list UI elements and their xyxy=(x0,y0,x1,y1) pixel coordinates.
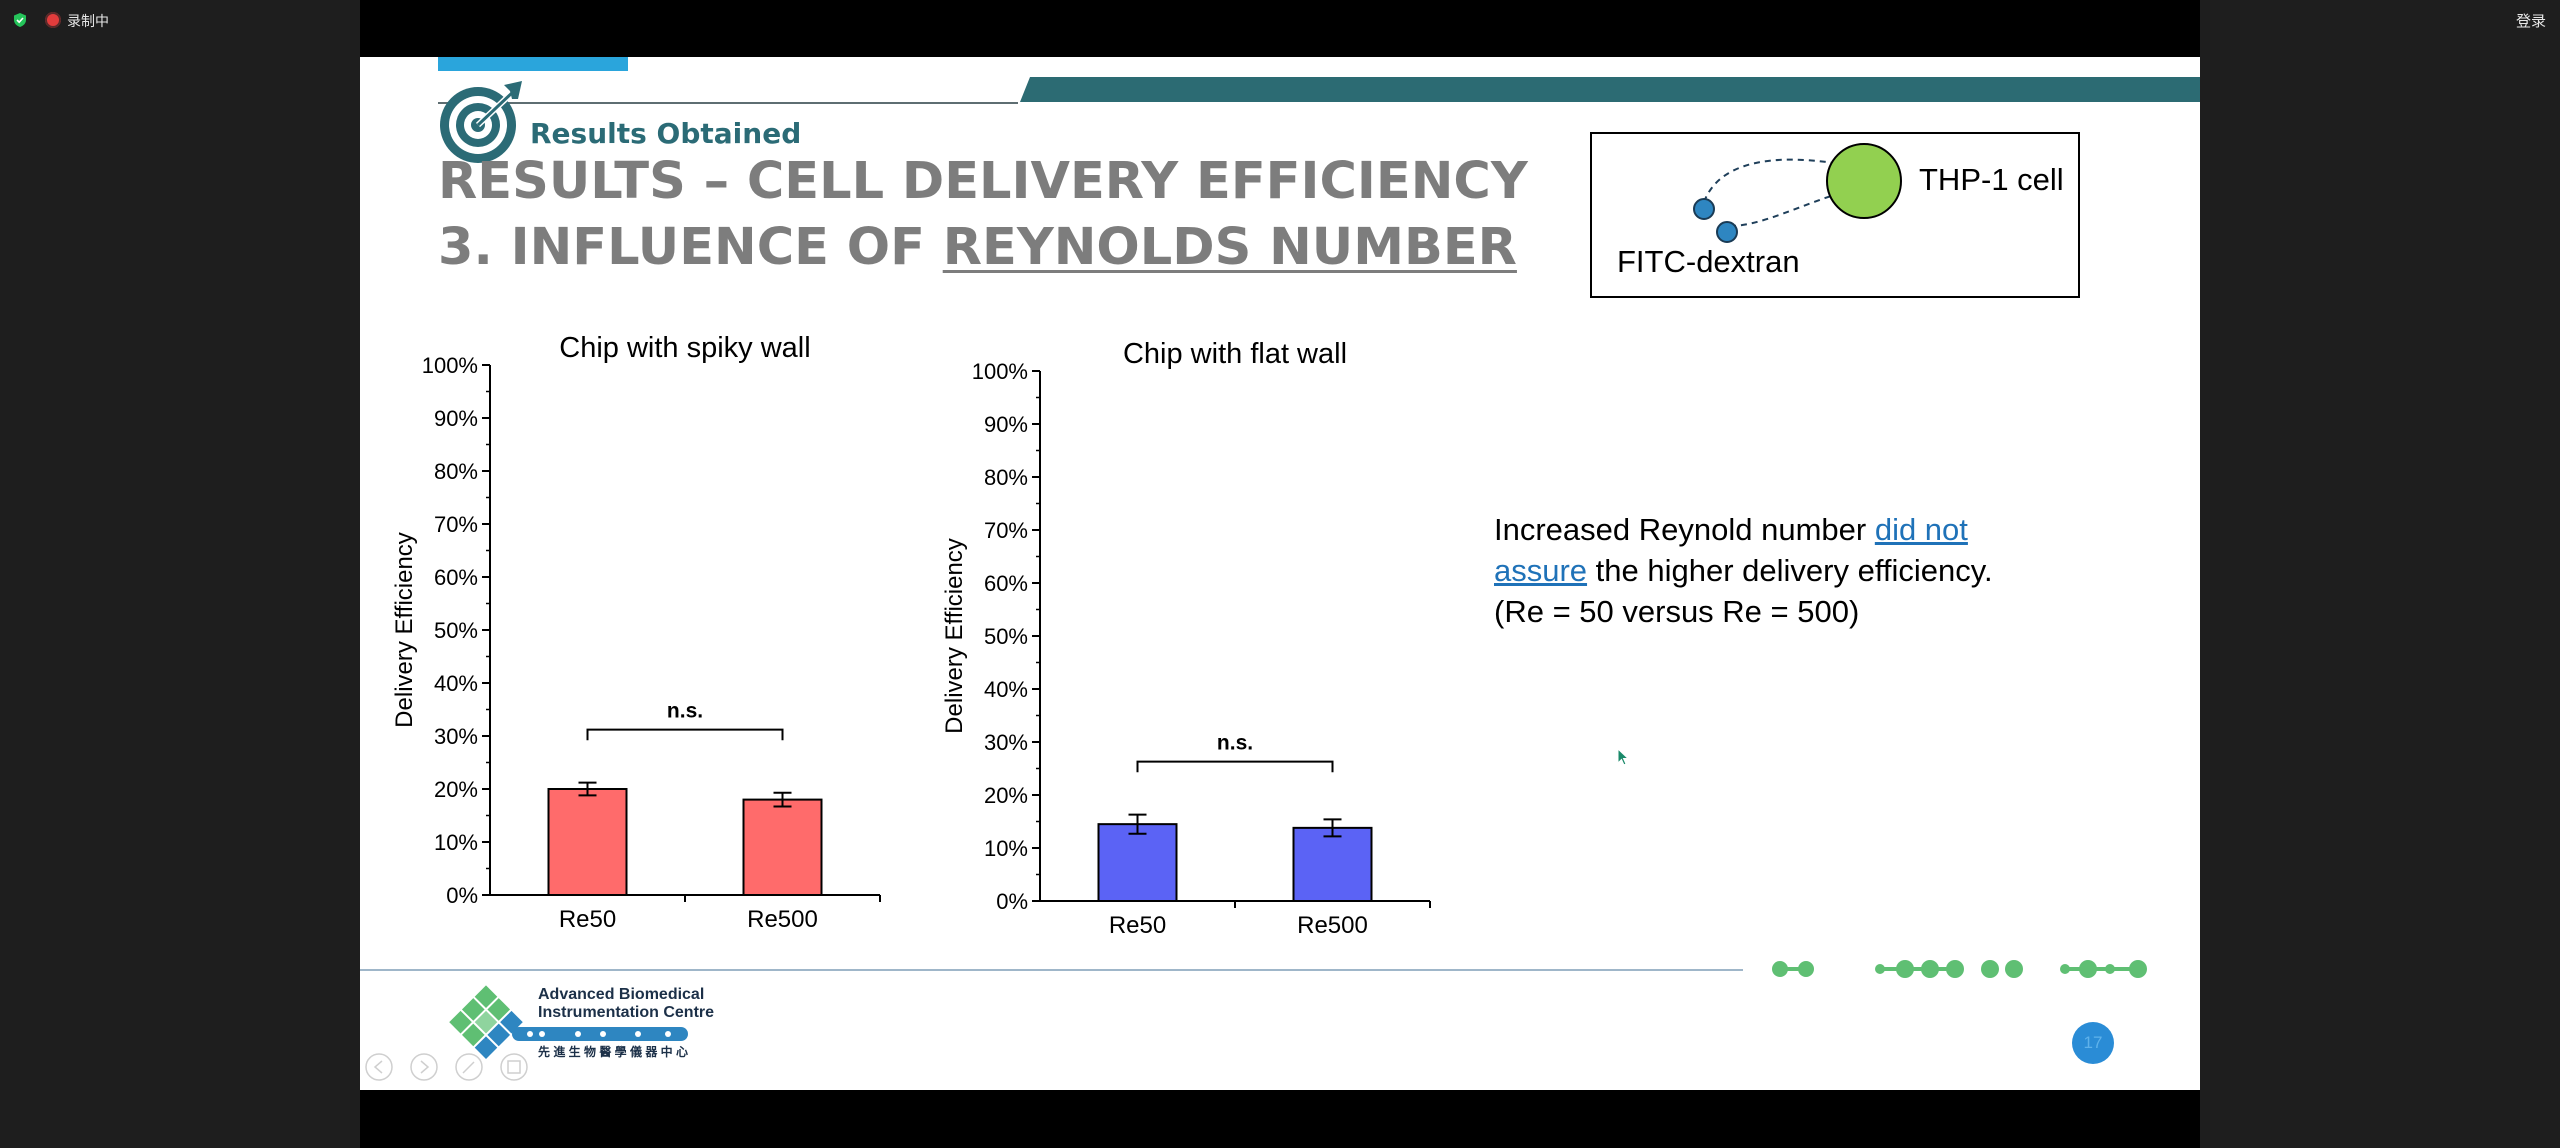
y-tick-label: 10% xyxy=(434,830,478,855)
next-slide-icon[interactable] xyxy=(410,1053,438,1081)
login-button[interactable]: 登录 xyxy=(2515,13,2546,30)
shield-check-icon xyxy=(14,13,26,27)
x-tick-label: Re500 xyxy=(747,906,818,933)
x-tick-label: Re50 xyxy=(1109,912,1166,939)
y-tick-label: 60% xyxy=(434,565,478,590)
y-tick-label: 0% xyxy=(446,883,478,908)
schematic-drawing xyxy=(1693,143,1902,243)
presentation-slide: Results Obtained RESULTS – CELL DELIVERY… xyxy=(360,57,2200,1090)
thp1-cell-label: THP-1 cell xyxy=(1919,162,2064,197)
y-tick-label: 40% xyxy=(434,671,478,696)
bar xyxy=(742,798,823,897)
x-tick-label: Re500 xyxy=(1297,912,1368,939)
pen-icon[interactable] xyxy=(455,1053,483,1081)
header-divider xyxy=(438,102,1018,104)
y-tick-label: 80% xyxy=(984,465,1028,490)
conclusion-part-1: Increased Reynold number xyxy=(1494,512,1875,547)
slide-title: RESULTS – CELL DELIVERY EFFICIENCY 3. IN… xyxy=(438,149,1528,281)
thp1-cell-icon xyxy=(1826,143,1902,219)
cell-schematic: THP-1 cell FITC-dextran xyxy=(1590,132,2080,298)
footer-divider xyxy=(360,969,1743,971)
y-tick-label: 80% xyxy=(434,459,478,484)
target-logo-icon xyxy=(440,81,522,163)
previous-slide-icon[interactable] xyxy=(365,1053,393,1081)
y-tick-label: 30% xyxy=(434,724,478,749)
abic-logo-icon xyxy=(449,985,688,1059)
fitc-dextran-label: FITC-dextran xyxy=(1617,244,1800,279)
x-tick-label: Re50 xyxy=(559,906,616,933)
dextran-particle-icon xyxy=(1716,221,1738,243)
y-tick-label: 90% xyxy=(984,412,1028,437)
y-tick-label: 90% xyxy=(434,406,478,431)
org-name-chinese: 先 進 生 物 醫 學 儀 器 中 心 xyxy=(538,1045,689,1059)
header-accent-bar xyxy=(438,57,628,71)
y-axis-label: Delivery Efficiency xyxy=(391,532,418,728)
bar xyxy=(1097,823,1178,902)
page-number-badge: 17 xyxy=(2072,1022,2114,1064)
y-tick-label: 100% xyxy=(972,359,1028,384)
significance-label: n.s. xyxy=(1217,732,1253,755)
title-line-2: 3. INFLUENCE OF REYNOLDS NUMBER xyxy=(438,215,1528,281)
recording-icon[interactable] xyxy=(45,12,61,28)
y-tick-label: 50% xyxy=(434,618,478,643)
significance-bracket xyxy=(586,728,784,741)
org-name-line-2: Instrumentation Centre xyxy=(538,1004,715,1021)
y-tick-label: 50% xyxy=(984,624,1028,649)
y-tick-label: 70% xyxy=(434,512,478,537)
org-logo: Advanced Biomedical Instrumentation Cent… xyxy=(438,981,728,1076)
bar xyxy=(547,788,628,896)
org-name-line-1: Advanced Biomedical xyxy=(538,986,705,1003)
significance-label: n.s. xyxy=(667,700,703,723)
title-line-2-underlined: REYNOLDS NUMBER xyxy=(942,218,1517,277)
y-tick-label: 20% xyxy=(434,777,478,802)
section-label: Results Obtained xyxy=(530,117,802,150)
y-tick-label: 20% xyxy=(984,783,1028,808)
footer-decoration xyxy=(1772,960,2147,978)
title-line-1: RESULTS – CELL DELIVERY EFFICIENCY xyxy=(438,152,1528,211)
slides-grid-icon[interactable] xyxy=(500,1053,528,1081)
y-tick-label: 100% xyxy=(422,353,478,378)
conclusion-line-3: (Re = 50 versus Re = 500) xyxy=(1494,594,1860,629)
y-tick-label: 10% xyxy=(984,836,1028,861)
y-tick-label: 70% xyxy=(984,518,1028,543)
title-line-2-prefix: 3. INFLUENCE OF xyxy=(438,218,943,277)
conclusion-link[interactable]: did not assure xyxy=(1494,512,1968,588)
bar xyxy=(1292,826,1373,902)
y-tick-label: 0% xyxy=(996,889,1028,914)
y-tick-label: 60% xyxy=(984,571,1028,596)
presentation-controls xyxy=(365,1053,528,1081)
chart-title: Chip with spiky wall xyxy=(559,332,810,364)
shared-screen: Results Obtained RESULTS – CELL DELIVERY… xyxy=(360,0,2200,1148)
conclusion-text: Increased Reynold number did not assure … xyxy=(1494,509,2014,632)
y-tick-label: 40% xyxy=(984,677,1028,702)
significance-bracket xyxy=(1136,760,1334,773)
bar-chart-spiky-wall: Chip with spiky wall Delivery Efficiency 0… xyxy=(391,332,881,933)
recording-label[interactable]: 录制中 xyxy=(67,13,109,29)
dextran-particle-icon xyxy=(1693,198,1715,220)
conclusion-part-2: the higher delivery efficiency. xyxy=(1587,553,1993,588)
y-axis-label: Delivery Efficiency xyxy=(941,538,968,734)
chart-title: Chip with flat wall xyxy=(1123,338,1347,370)
top-status-bar: 录制中 登录 xyxy=(0,0,2560,40)
y-tick-label: 30% xyxy=(984,730,1028,755)
bar-chart-flat-wall: Chip with flat wall Delivery Efficiency 0%… xyxy=(941,338,1431,939)
header-band xyxy=(1020,77,2200,102)
mouse-cursor-icon xyxy=(1617,748,1630,766)
